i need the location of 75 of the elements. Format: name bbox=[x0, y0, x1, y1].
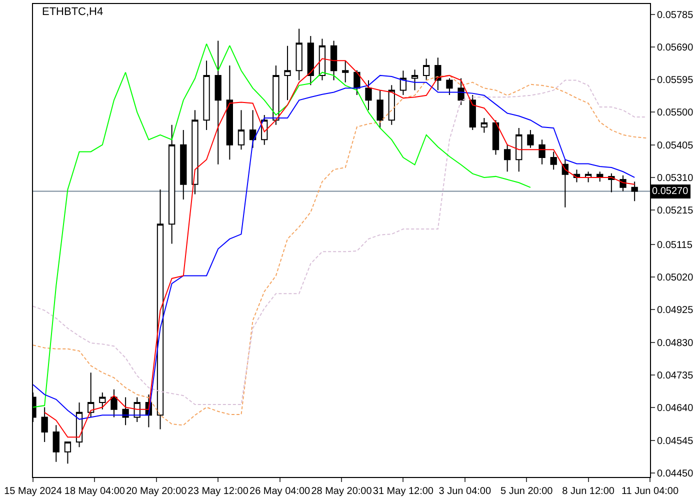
candlestick bbox=[99, 392, 106, 410]
candlestick bbox=[296, 28, 302, 81]
candlestick bbox=[110, 388, 118, 418]
x-tick-label: 11 Jun 04:00 bbox=[621, 486, 679, 497]
y-tick-label: 0.04735 bbox=[657, 370, 694, 382]
candlestick bbox=[88, 372, 94, 418]
x-tick-label: 3 Jun 04:00 bbox=[438, 486, 492, 497]
x-tick-label: 15 May 2024 bbox=[4, 486, 62, 497]
y-tick-label: 0.05595 bbox=[657, 75, 694, 86]
candlestick bbox=[458, 78, 464, 106]
x-tick-label: 5 Jun 20:00 bbox=[500, 486, 554, 497]
y-tick-label: 0.05500 bbox=[657, 108, 694, 119]
candlestick bbox=[284, 45, 291, 101]
candlestick bbox=[238, 110, 245, 150]
candlestick bbox=[41, 406, 48, 442]
candlestick bbox=[434, 57, 442, 91]
candlestick bbox=[330, 40, 338, 81]
candlestick bbox=[562, 159, 568, 208]
candlestick bbox=[516, 128, 522, 172]
chart-title: ETHBTC,H4 bbox=[42, 6, 104, 18]
y-tick-label: 0.05690 bbox=[657, 42, 694, 54]
candlestick bbox=[342, 60, 349, 83]
y-tick-label: 0.04450 bbox=[657, 468, 694, 480]
candlestick bbox=[388, 84, 395, 126]
candlestick bbox=[400, 70, 407, 96]
candlestick bbox=[214, 40, 222, 165]
y-tick-label: 0.05215 bbox=[657, 206, 694, 217]
candlestick bbox=[122, 396, 129, 426]
y-tick-label: 0.04545 bbox=[657, 436, 694, 447]
candlestick bbox=[492, 120, 500, 156]
x-tick-label: 26 May 04:00 bbox=[249, 486, 311, 497]
candlestick bbox=[550, 151, 557, 170]
candlestick bbox=[76, 402, 83, 448]
y-tick-label: 0.05405 bbox=[657, 140, 694, 152]
candlestick bbox=[446, 78, 453, 96]
candlestick bbox=[480, 118, 488, 134]
candlestick bbox=[180, 130, 187, 200]
candlestick bbox=[52, 424, 60, 462]
candlestick bbox=[192, 110, 198, 195]
candlestick bbox=[469, 94, 476, 131]
x-tick-label: 20 May 20:00 bbox=[126, 486, 188, 497]
y-tick-label: 0.05115 bbox=[657, 240, 693, 251]
candlestick bbox=[365, 80, 372, 111]
candlestick bbox=[376, 90, 384, 128]
y-tick-label: 0.04640 bbox=[657, 403, 694, 414]
candlestick bbox=[631, 181, 638, 202]
ref-line-label: 0.05270 bbox=[652, 186, 689, 197]
y-tick-label: 0.04925 bbox=[657, 305, 694, 316]
candlestick bbox=[504, 144, 511, 172]
x-tick-label: 28 May 20:00 bbox=[311, 486, 372, 497]
candlestick bbox=[354, 70, 360, 96]
y-tick-label: 0.04830 bbox=[657, 338, 694, 349]
candlestick bbox=[168, 124, 176, 244]
candlestick bbox=[156, 188, 164, 430]
x-tick-label: 31 May 12:00 bbox=[372, 486, 434, 497]
candlestick bbox=[538, 139, 546, 165]
candlestick bbox=[318, 38, 326, 81]
line-series bbox=[33, 43, 531, 408]
candlestick bbox=[203, 60, 210, 131]
candlestick bbox=[423, 58, 430, 81]
candlestick bbox=[527, 130, 534, 148]
candlestick bbox=[620, 174, 626, 192]
x-tick-label: 18 May 04:00 bbox=[64, 486, 126, 497]
candlestick bbox=[226, 64, 233, 160]
y-tick-label: 0.05785 bbox=[657, 10, 694, 21]
candlestick bbox=[596, 171, 604, 182]
candlestick bbox=[249, 110, 256, 148]
y-tick-label: 0.05310 bbox=[657, 172, 694, 184]
candlestick bbox=[272, 64, 280, 126]
x-tick-label: 23 May 12:00 bbox=[188, 486, 249, 497]
candlestick bbox=[411, 69, 418, 91]
candlestick bbox=[307, 35, 314, 86]
y-tick-label: 0.05020 bbox=[657, 272, 694, 284]
candlestick bbox=[64, 441, 72, 464]
x-tick-label: 8 Jun 12:00 bbox=[562, 486, 615, 497]
